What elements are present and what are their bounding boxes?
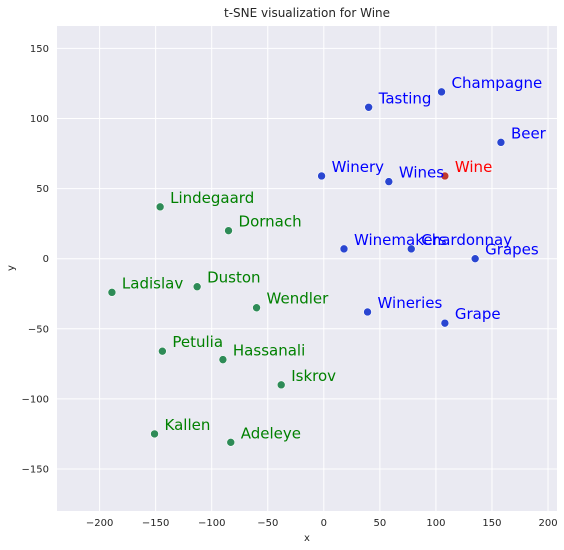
x-axis-label: x — [304, 533, 310, 544]
x-tick-label: −150 — [142, 518, 169, 529]
scatter-point — [363, 307, 372, 317]
scatter-point — [406, 244, 416, 254]
x-tick-label: −200 — [86, 518, 113, 529]
point-label: Wine — [455, 158, 492, 176]
x-tick-label: 150 — [482, 518, 501, 529]
point-label: Duston — [207, 269, 260, 287]
point-label: Lindegaard — [170, 189, 254, 207]
point-label: Ladislav — [122, 274, 183, 292]
scatter-point — [252, 303, 261, 313]
point-label: Tasting — [378, 89, 432, 107]
point-label: Iskrov — [291, 367, 336, 385]
point-label: Wendler — [267, 290, 330, 308]
scatter-point — [226, 438, 236, 447]
point-label: Dornach — [239, 213, 302, 231]
scatter-point — [107, 288, 117, 297]
point-label: Wineries — [378, 294, 443, 312]
point-label: Hassanali — [233, 342, 305, 360]
y-tick-label: −100 — [22, 394, 49, 405]
x-tick-label: 0 — [321, 518, 327, 529]
scatter-point — [317, 171, 326, 181]
scatter-point — [192, 282, 202, 292]
scatter-point — [384, 177, 394, 186]
y-tick-label: 150 — [30, 44, 49, 55]
plot-area — [57, 26, 557, 511]
axis-ticks: −200 −150 −100 −50 0 50 100 150 200 −150 −100 −50 0 5… — [22, 44, 558, 529]
scatter-point — [364, 103, 373, 112]
chart-title: t-SNE visualization for Wine — [224, 6, 390, 20]
point-label: Wines — [399, 164, 444, 182]
point-label: Winery — [332, 158, 385, 176]
data-points — [107, 87, 506, 447]
y-tick-label: −150 — [22, 464, 49, 475]
scatter-point — [496, 138, 506, 147]
scatter-point — [224, 226, 233, 235]
scatter-point — [440, 318, 450, 328]
scatter-point — [218, 355, 228, 364]
x-tick-label: −100 — [198, 518, 225, 529]
point-label: Chardonnay — [421, 231, 512, 249]
y-axis-label: y — [6, 265, 17, 271]
x-tick-label: −50 — [257, 518, 278, 529]
scatter-point — [470, 254, 480, 263]
point-label: Beer — [511, 124, 547, 142]
y-tick-label: 100 — [30, 114, 49, 125]
x-tick-label: 100 — [426, 518, 445, 529]
scatter-point — [339, 244, 349, 254]
scatter-point — [437, 87, 446, 97]
y-tick-label: −50 — [28, 324, 49, 335]
scatter-point — [158, 346, 167, 356]
x-tick-label: 50 — [374, 518, 387, 529]
point-label: Adeleye — [241, 424, 301, 442]
point-label: Winemakers — [354, 231, 447, 249]
point-label: Grape — [455, 305, 501, 323]
scatter-point — [150, 429, 159, 439]
point-labels: Champagne Tasting Beer Winery Wines Wine Winem… — [122, 74, 547, 442]
scatter-point — [440, 171, 450, 181]
x-tick-label: 200 — [538, 518, 557, 529]
point-label: Kallen — [165, 416, 211, 434]
point-label: Grapes — [485, 241, 539, 259]
point-label: Petulia — [172, 333, 223, 351]
scatter-point — [155, 202, 165, 212]
point-label: Champagne — [452, 74, 543, 92]
y-tick-label: 50 — [36, 184, 49, 195]
y-tick-label: 0 — [43, 254, 49, 265]
scatter-point — [276, 380, 286, 390]
